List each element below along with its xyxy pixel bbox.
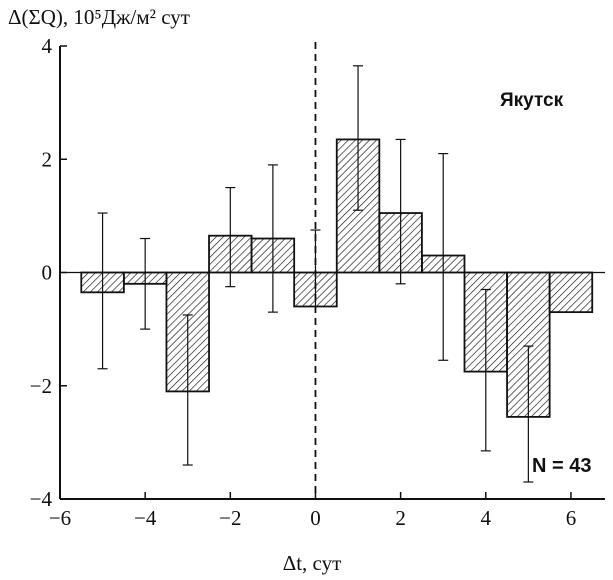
x-tick-label-0: −6	[49, 506, 71, 530]
station-label: Якутск	[500, 90, 564, 111]
error-bar-6	[353, 65, 364, 211]
y-tick-label-1: −2	[30, 374, 52, 398]
x-axis-title: Δt, сут	[283, 551, 342, 575]
sample-size-label: N = 43	[532, 455, 591, 477]
error-bars-layer	[97, 65, 534, 483]
x-tick-label-6: 6	[566, 506, 577, 530]
y-tick-label-3: 2	[42, 147, 53, 171]
error-bar-2	[182, 314, 193, 466]
x-tick-label-5: 4	[481, 506, 492, 530]
x-tick-label-4: 2	[395, 506, 406, 530]
error-bar-0	[97, 212, 108, 370]
y-tick-label-2: 0	[42, 261, 53, 285]
error-bar-4	[267, 164, 278, 313]
error-bar-8	[438, 152, 449, 361]
bar-11	[548, 271, 594, 314]
x-tick-label-2: −2	[219, 506, 241, 530]
error-bar-9	[480, 288, 491, 452]
x-tick-label-3: 0	[310, 506, 321, 530]
error-bar-5	[310, 229, 321, 307]
x-tick-label-1: −4	[134, 506, 157, 530]
error-bar-10	[523, 345, 534, 483]
y-tick-label-4: 4	[42, 34, 53, 58]
error-bar-3	[225, 186, 236, 288]
error-bar-1	[140, 237, 151, 330]
bars-layer	[80, 138, 594, 418]
y-axis-title: Δ(ΣQ), 10⁵Дж/м² сут	[8, 5, 190, 29]
y-tick-label-0: −4	[30, 487, 53, 511]
error-bar-7	[395, 138, 406, 285]
axes-layer	[59, 45, 605, 500]
